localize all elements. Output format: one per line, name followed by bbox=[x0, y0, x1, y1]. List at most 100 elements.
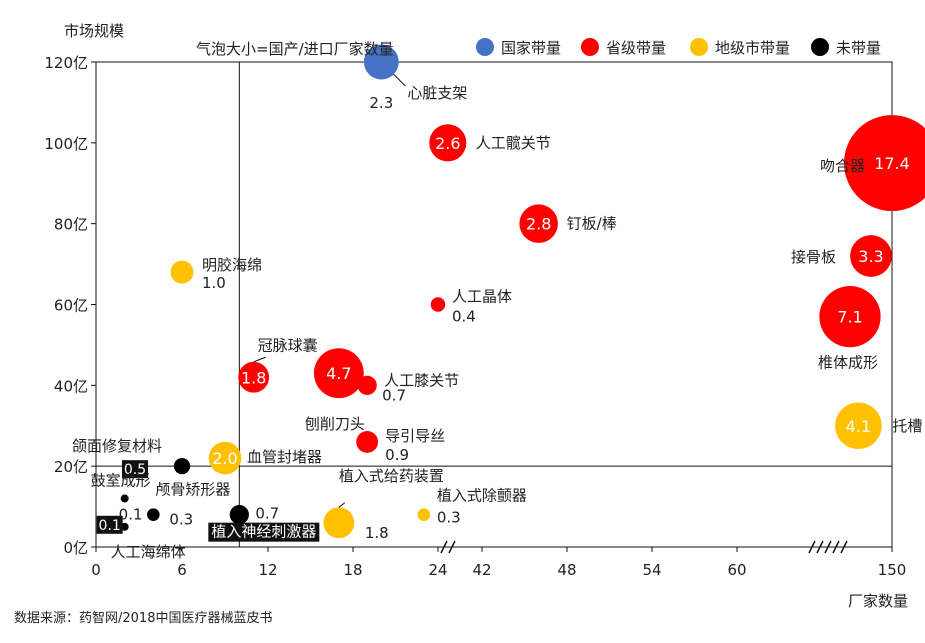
bubble-size-label: 0.7 bbox=[382, 386, 406, 404]
legend-label: 省级带量 bbox=[606, 39, 666, 57]
x-axis: 0 6 12 18 24 42 48 54 60 150 bbox=[91, 540, 907, 579]
bubble-size-label: 2.6 bbox=[435, 134, 460, 153]
bubble-name-label: 心脏支架 bbox=[407, 84, 467, 102]
x-tick-label: 42 bbox=[472, 561, 491, 579]
x-tick-label: 54 bbox=[642, 561, 661, 579]
legend-item: 地级市带量 bbox=[690, 38, 790, 57]
bubble-name-label: 导引导丝 bbox=[385, 427, 445, 445]
x-tick-label: 150 bbox=[878, 561, 907, 579]
y-tick-label: 0亿 bbox=[63, 539, 88, 557]
y-axis-title: 市场规模 bbox=[64, 22, 124, 40]
y-tick-label: 60亿 bbox=[54, 297, 88, 315]
bubble bbox=[519, 204, 558, 243]
bubble-name-label: 颅骨矫形器 bbox=[155, 481, 230, 499]
bubble bbox=[120, 494, 129, 503]
legend-swatch bbox=[690, 38, 708, 56]
bubble-name-label: 鼓室成形 bbox=[91, 472, 151, 490]
bubble bbox=[208, 441, 242, 475]
bubble-size-label: 0.3 bbox=[437, 509, 461, 527]
x-tick-label: 60 bbox=[727, 561, 746, 579]
bubble-name-label: 接骨板 bbox=[791, 248, 836, 266]
bubble-point: 鼓室成形 0.1 bbox=[91, 472, 151, 524]
legend-item: 国家带量 bbox=[476, 38, 561, 57]
bubble-point: 椎体成形 7.1 bbox=[818, 285, 881, 372]
x-tick-label: 12 bbox=[258, 561, 277, 579]
x-tick-label: 6 bbox=[177, 561, 187, 579]
bubble-name-label: 血管封堵器 bbox=[247, 448, 322, 466]
bubble-size-label: 4.7 bbox=[326, 364, 351, 383]
bubble-point: 刨削刀头 4.7 bbox=[305, 348, 365, 433]
bubble-size-label: 0.7 bbox=[255, 505, 279, 523]
legend-swatch bbox=[811, 38, 829, 56]
bubble-point: 钉板/棒 2.8 bbox=[519, 204, 617, 243]
axis-break-mark bbox=[808, 540, 848, 554]
bubble bbox=[229, 505, 249, 525]
bubble-name-label: 托槽 bbox=[892, 417, 922, 435]
y-tick-label: 40亿 bbox=[54, 377, 88, 395]
bubble-size-label: 2.0 bbox=[212, 449, 237, 468]
bubble bbox=[147, 508, 160, 521]
legend-swatch bbox=[476, 38, 494, 56]
x-tick-label: 0 bbox=[91, 561, 101, 579]
y-tick-label: 120亿 bbox=[44, 54, 88, 72]
bubble bbox=[819, 285, 881, 348]
bubble-name-label: 刨削刀头 bbox=[305, 415, 365, 433]
bubble-name-label: 植入式除颤器 bbox=[437, 487, 527, 505]
bubble-point: 植入式给药装置 1.8 bbox=[323, 467, 444, 542]
bubble bbox=[238, 361, 270, 393]
legend-label: 未带量 bbox=[836, 39, 881, 57]
bubble-point: 植入式除颤器 0.3 bbox=[417, 487, 527, 527]
bubble-point: 接骨板 3.3 bbox=[791, 235, 892, 277]
y-tick-label: 20亿 bbox=[54, 458, 88, 476]
bubble bbox=[356, 431, 379, 453]
bubble-name-label: 人工膝关节 bbox=[384, 371, 459, 389]
source-note: 数据来源：药智网/2018中国医疗器械蓝皮书 bbox=[14, 611, 273, 626]
bubble-size-label: 1.8 bbox=[241, 368, 266, 387]
bubble-size-label: 1.0 bbox=[202, 274, 226, 292]
bubble bbox=[170, 260, 194, 284]
bubble-point: 冠脉球囊 1.8 bbox=[238, 336, 318, 393]
bubble-name-label: 人工海绵体 bbox=[111, 543, 186, 561]
x-tick-label: 24 bbox=[428, 561, 447, 579]
bubble-point: 人工海绵体 0.1 bbox=[96, 515, 186, 561]
bubble-name-label: 吻合器 bbox=[820, 157, 865, 175]
legend: 国家带量 省级带量 地级市带量 未带量 bbox=[476, 38, 881, 57]
bubble bbox=[417, 508, 431, 521]
x-axis-title: 厂家数量 bbox=[848, 592, 908, 610]
bubble-name-label: 椎体成形 bbox=[818, 354, 878, 372]
bubble-size-label: 3.3 bbox=[858, 247, 883, 266]
bubble-point: 托槽 4.1 bbox=[835, 402, 922, 450]
bubble-size-label: 0.4 bbox=[452, 308, 476, 326]
bubble-point: 人工晶体 0.4 bbox=[430, 288, 512, 326]
bubble-point: 颅骨矫形器 0.3 bbox=[147, 481, 230, 529]
bubble-point: 颌面修复材料 0.5 bbox=[72, 437, 191, 479]
bubble-size-label: 1.8 bbox=[365, 524, 389, 542]
bubble bbox=[363, 44, 399, 80]
bubble-name-label: 植入式给药装置 bbox=[339, 467, 444, 485]
bubble bbox=[173, 458, 191, 475]
bubble bbox=[429, 124, 467, 162]
bubble-name-label: 植入神经刺激器 bbox=[211, 523, 316, 541]
bubble bbox=[850, 235, 892, 277]
bubble-size-label: 2.8 bbox=[526, 215, 551, 234]
bubble-point: 吻合器 17.4 bbox=[820, 115, 925, 211]
axis-break-mark bbox=[440, 540, 456, 554]
bubble-name-label: 颌面修复材料 bbox=[72, 437, 162, 455]
bubble bbox=[835, 402, 882, 450]
bubble-name-label: 冠脉球囊 bbox=[258, 336, 318, 354]
bubble-point: 血管封堵器 2.0 bbox=[208, 441, 322, 475]
legend-item: 省级带量 bbox=[581, 38, 666, 57]
bubble-point: 人工髋关节 2.6 bbox=[429, 124, 551, 162]
y-tick-label: 80亿 bbox=[54, 216, 88, 234]
bubble-size-label: 0.1 bbox=[99, 518, 121, 534]
bubble-size-label: 0.3 bbox=[169, 511, 193, 529]
bubble-name-label: 人工髋关节 bbox=[476, 134, 551, 152]
bubble bbox=[323, 507, 355, 539]
bubble-name-label: 钉板/棒 bbox=[567, 215, 617, 233]
bubble-size-label: 7.1 bbox=[837, 308, 862, 327]
y-axis: 0亿 20亿 40亿 60亿 80亿 100亿 120亿 bbox=[44, 54, 96, 557]
